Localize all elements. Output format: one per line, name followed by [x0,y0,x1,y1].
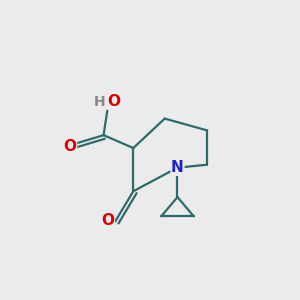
Text: O: O [107,94,120,109]
Text: O: O [101,212,114,227]
Text: O: O [101,212,114,227]
Text: N: N [171,160,184,175]
Text: N: N [171,160,184,175]
Text: O: O [64,139,76,154]
Text: H: H [94,94,106,109]
Text: H: H [94,94,106,109]
Text: O: O [64,139,76,154]
Text: O: O [107,94,120,109]
